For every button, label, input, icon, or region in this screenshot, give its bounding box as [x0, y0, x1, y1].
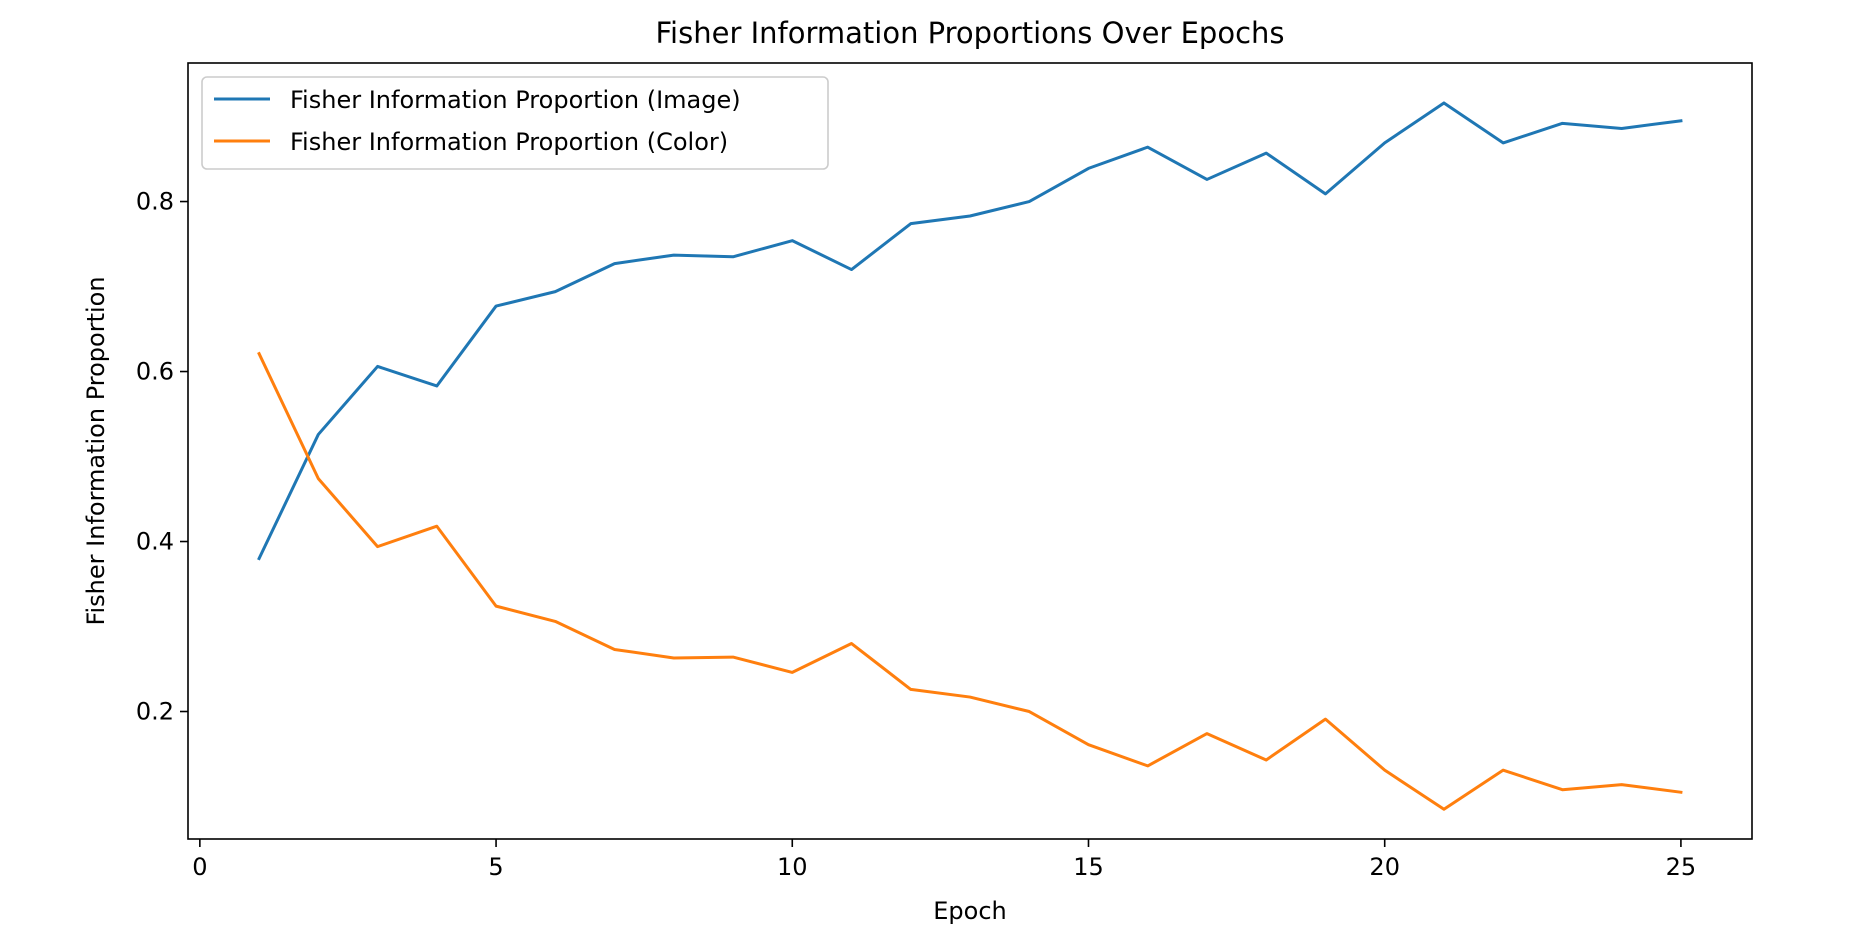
plot-area: [187, 62, 1753, 840]
series-layer: [257, 101, 1683, 811]
x-tick-label: 10: [777, 853, 808, 881]
x-tick-label: 0: [192, 853, 207, 881]
y-axis: 0.2 0.4 0.6 0.8: [136, 188, 188, 726]
series-line-1: [257, 351, 1683, 811]
legend-box: [201, 76, 829, 170]
legend-label-1: Fisher Information Proportion (Color): [290, 128, 728, 156]
x-tick-label: 5: [488, 853, 503, 881]
x-axis-label: Epoch: [933, 897, 1007, 925]
y-tick-label: 0.4: [136, 528, 174, 556]
y-tick-label: 0.8: [136, 188, 174, 216]
series-line-0: [257, 101, 1683, 561]
chart-title: Fisher Information Proportions Over Epoc…: [655, 16, 1284, 50]
x-axis: 0 5 10 15 20 25: [192, 839, 1696, 881]
legend-label-0: Fisher Information Proportion (Image): [290, 86, 741, 114]
y-tick-label: 0.6: [136, 358, 174, 386]
x-tick-label: 25: [1666, 853, 1697, 881]
legend-items: Fisher Information Proportion (Image) Fis…: [214, 86, 741, 156]
legend: Fisher Information Proportion (Image) Fis…: [201, 76, 829, 170]
x-tick-label: 20: [1369, 853, 1400, 881]
y-tick-label: 0.2: [136, 698, 174, 726]
x-tick-label: 15: [1073, 853, 1104, 881]
y-axis-label: Fisher Information Proportion: [82, 276, 110, 625]
plot-frame: [187, 62, 1753, 840]
